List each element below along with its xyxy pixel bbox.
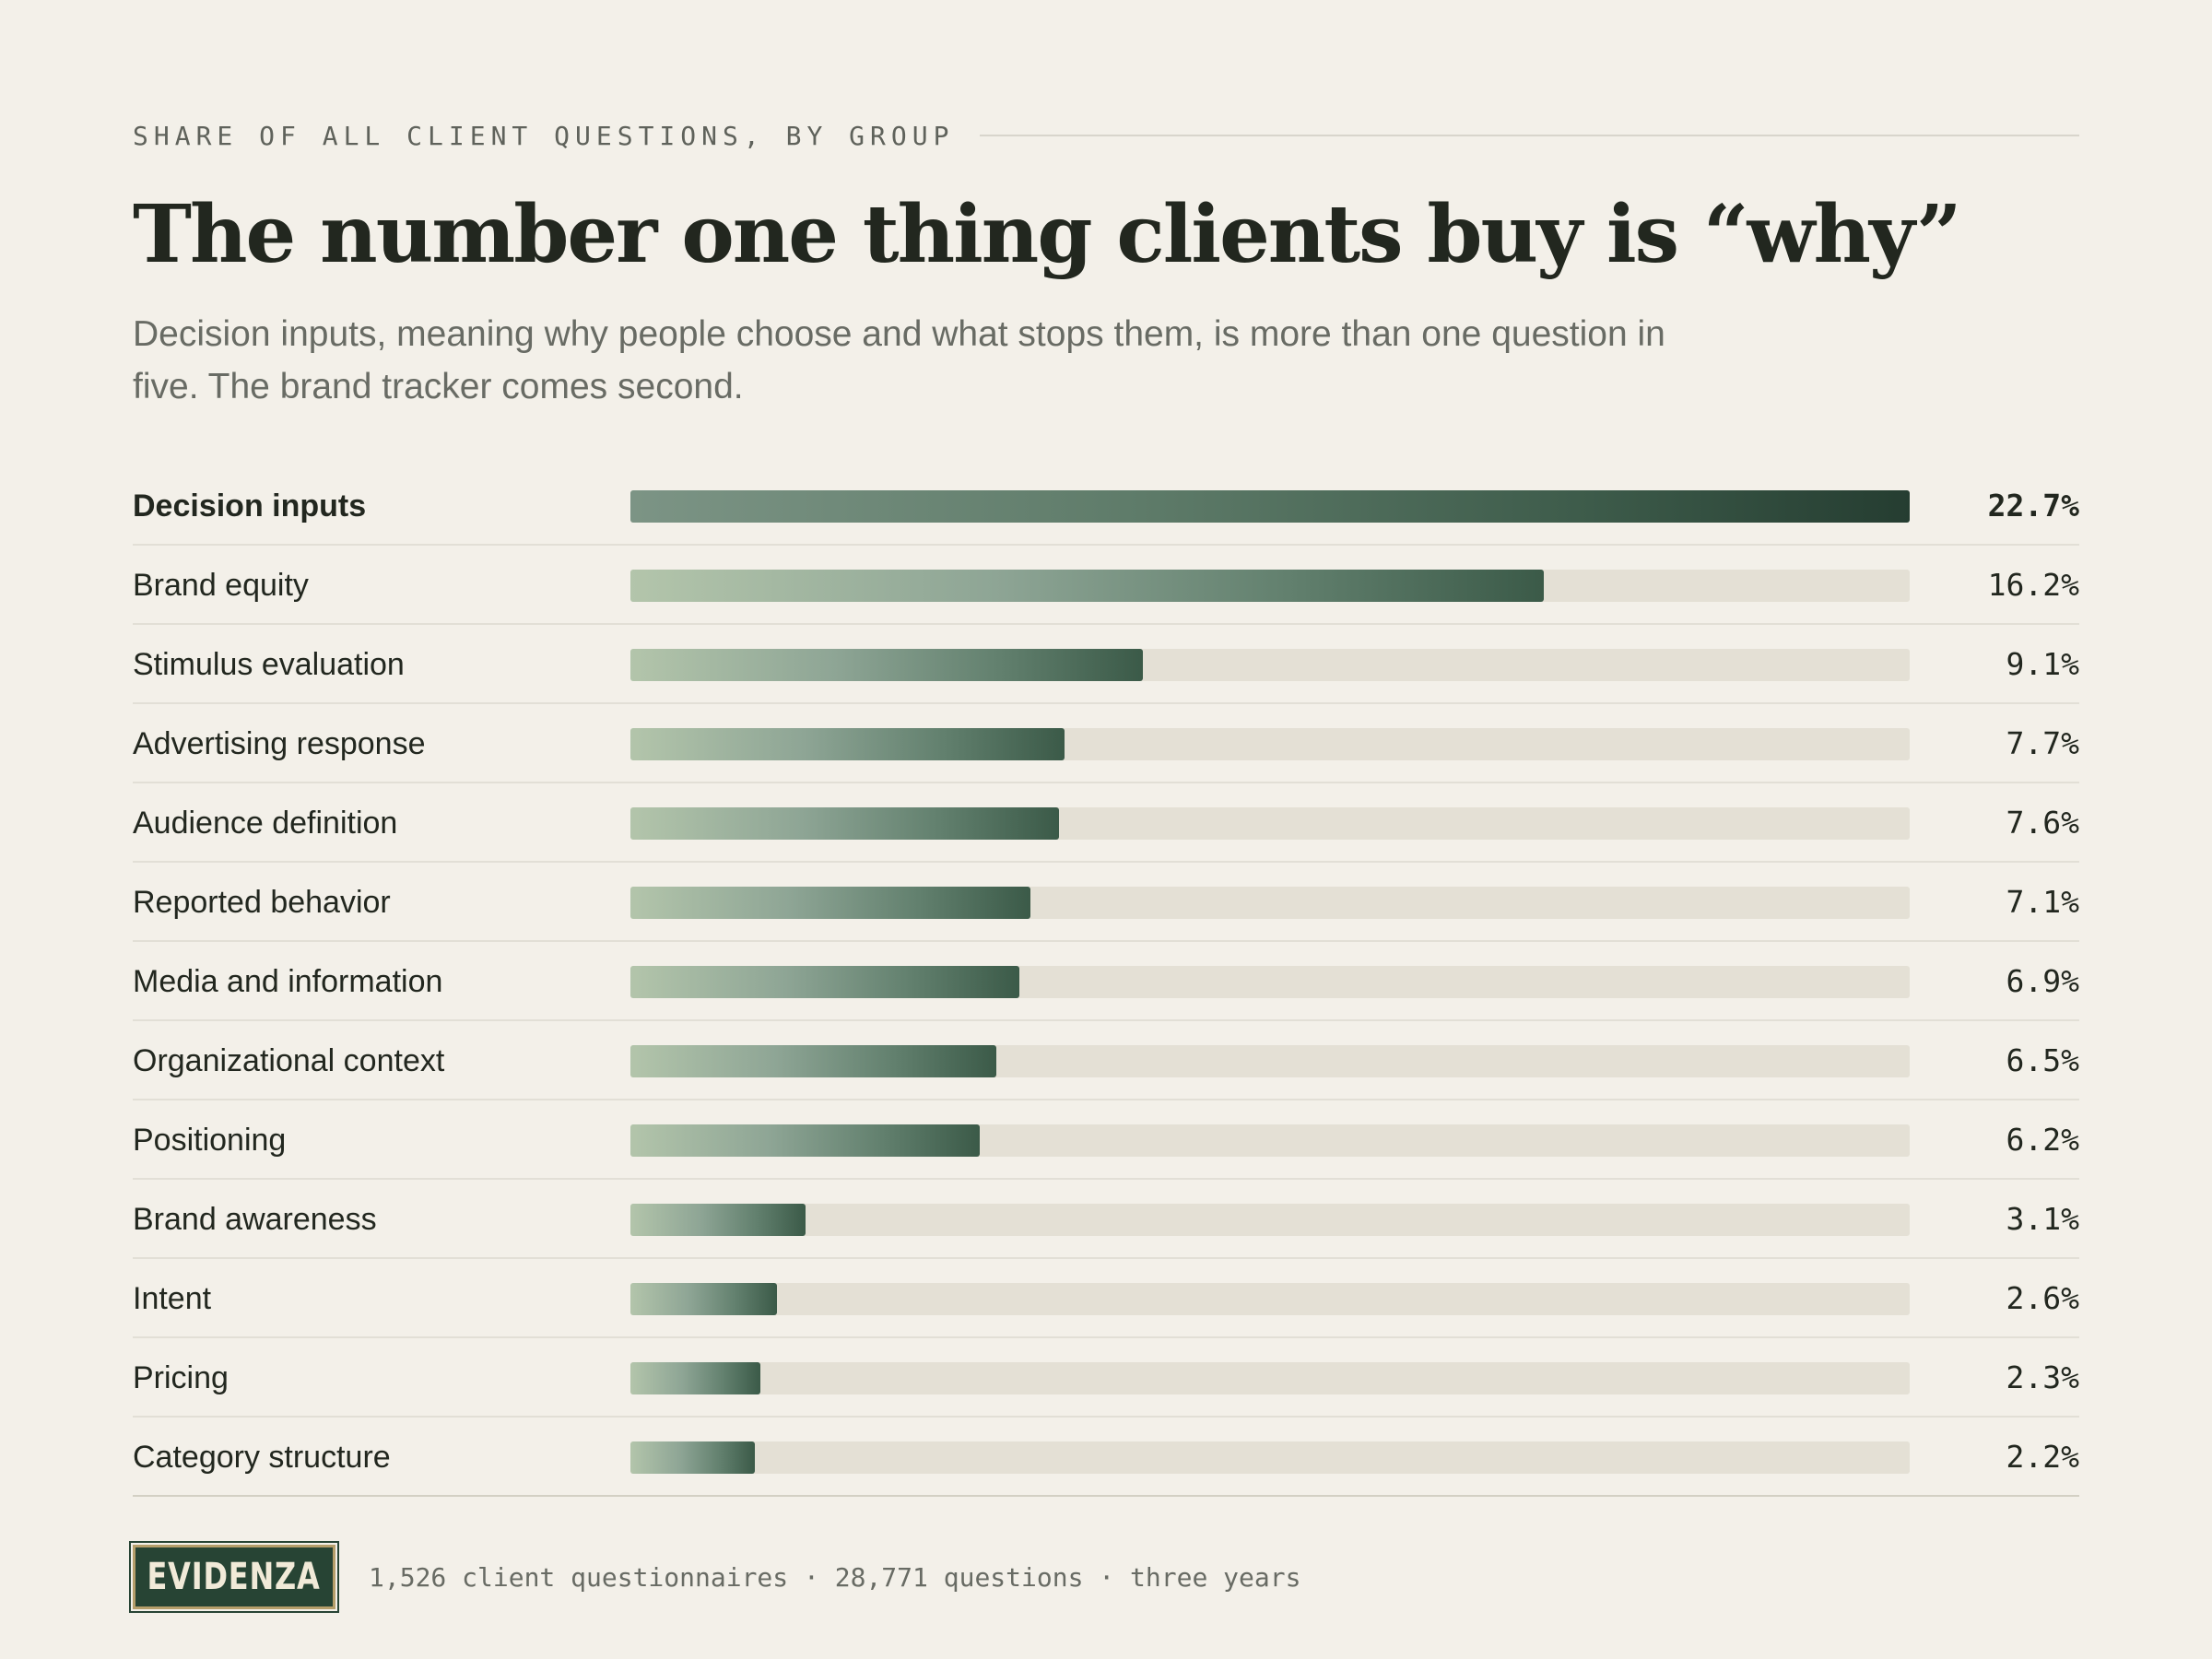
- bar: [630, 1283, 777, 1315]
- bar-chart: Decision inputs 22.7% Brand equity 16.2% Sti…: [133, 0, 2079, 1659]
- category-label: Pricing: [133, 1360, 229, 1395]
- bar-row: Pricing 2.3%: [133, 1338, 2079, 1418]
- source-note: 1,526 client questionnaires · 28,771 que…: [369, 1561, 1301, 1593]
- bar-track: [630, 1362, 1910, 1394]
- bar-track: [630, 649, 1910, 681]
- bar: [630, 570, 1544, 602]
- bar-row: Positioning 6.2%: [133, 1100, 2079, 1180]
- bar: [630, 728, 1065, 760]
- chart-title: The number one thing clients buy is “why…: [133, 188, 1962, 281]
- category-label: Audience definition: [133, 806, 398, 841]
- category-label: Decision inputs: [133, 488, 367, 524]
- value-label: 2.3%: [2006, 1359, 2079, 1395]
- chart-subtitle: Decision inputs, meaning why people choo…: [133, 314, 1665, 406]
- category-label: Stimulus evaluation: [133, 647, 405, 682]
- value-label: 6.2%: [2006, 1122, 2079, 1158]
- category-label: Media and information: [133, 964, 443, 999]
- bar-row: Stimulus evaluation 9.1%: [133, 625, 2079, 704]
- bar-track: [630, 1124, 1910, 1157]
- category-label: Brand awareness: [133, 1202, 377, 1237]
- category-label: Reported behavior: [133, 885, 391, 920]
- value-label: 7.1%: [2006, 884, 2079, 920]
- bar-row: Brand equity 16.2%: [133, 546, 2079, 625]
- bar: [630, 1441, 755, 1474]
- eyebrow-label: SHARE OF ALL CLIENT QUESTIONS, BY GROUP: [133, 120, 955, 151]
- logo-wordmark: EVIDENZA: [147, 1556, 322, 1598]
- category-label: Advertising response: [133, 726, 426, 761]
- value-label: 3.1%: [2006, 1201, 2079, 1237]
- bar: [630, 887, 1030, 919]
- bar-track: [630, 1045, 1910, 1077]
- bar-track: [630, 966, 1910, 998]
- value-label: 22.7%: [1987, 488, 2079, 524]
- bar-row: Category structure 2.2%: [133, 1418, 2079, 1497]
- eyebrow-row: SHARE OF ALL CLIENT QUESTIONS, BY GROUP: [133, 120, 2079, 151]
- category-label: Organizational context: [133, 1043, 445, 1078]
- value-label: 7.7%: [2006, 725, 2079, 761]
- value-label: 6.9%: [2006, 963, 2079, 999]
- bar-row: Reported behavior 7.1%: [133, 863, 2079, 942]
- footer: EVIDENZA 1,526 client questionnaires · 2…: [129, 1541, 1301, 1613]
- bar-row: Audience definition 7.6%: [133, 783, 2079, 863]
- bar: [630, 649, 1143, 681]
- value-label: 2.2%: [2006, 1439, 2079, 1475]
- value-label: 2.6%: [2006, 1280, 2079, 1316]
- chart-page: SHARE OF ALL CLIENT QUESTIONS, BY GROUP …: [129, 0, 2079, 1659]
- category-label: Brand equity: [133, 568, 309, 603]
- bar: [630, 1045, 996, 1077]
- evidenza-logo: EVIDENZA: [129, 1541, 339, 1613]
- bar-track: [630, 1204, 1910, 1236]
- category-label: Positioning: [133, 1123, 287, 1158]
- bar-track: [630, 490, 1910, 523]
- value-label: 9.1%: [2006, 646, 2079, 682]
- bar: [630, 966, 1019, 998]
- bar: [630, 1124, 980, 1157]
- bar-row: Organizational context 6.5%: [133, 1021, 2079, 1100]
- bar-row: Intent 2.6%: [133, 1259, 2079, 1338]
- bar-row: Brand awareness 3.1%: [133, 1180, 2079, 1259]
- category-label: Category structure: [133, 1440, 391, 1475]
- bar: [630, 807, 1059, 840]
- bar-track: [630, 887, 1910, 919]
- bar: [630, 490, 1910, 523]
- value-label: 6.5%: [2006, 1042, 2079, 1078]
- bar-row: Advertising response 7.7%: [133, 704, 2079, 783]
- bar-track: [630, 728, 1910, 760]
- eyebrow-rule: [980, 135, 2079, 136]
- bar: [630, 1362, 760, 1394]
- value-label: 16.2%: [1987, 567, 2079, 603]
- bar-track: [630, 1441, 1910, 1474]
- bar-row: Decision inputs 22.7%: [133, 466, 2079, 546]
- bar-track: [630, 807, 1910, 840]
- value-label: 7.6%: [2006, 805, 2079, 841]
- bar-row: Media and information 6.9%: [133, 942, 2079, 1021]
- bar: [630, 1204, 806, 1236]
- bar-track: [630, 1283, 1910, 1315]
- bar-track: [630, 570, 1910, 602]
- category-label: Intent: [133, 1281, 212, 1316]
